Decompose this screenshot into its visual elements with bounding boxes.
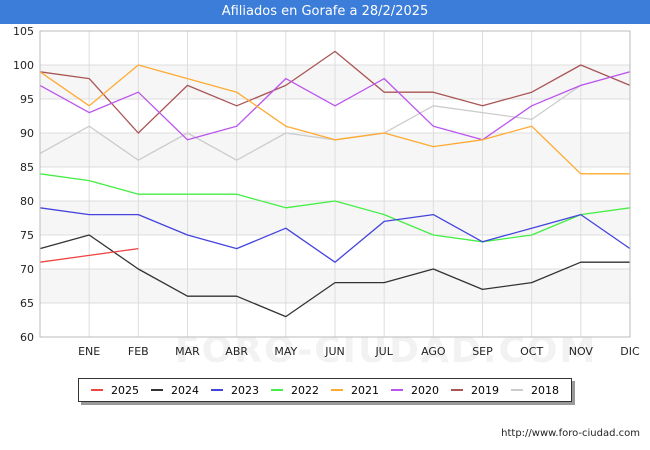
x-tick-label: AGO bbox=[421, 345, 446, 358]
legend-label: 2023 bbox=[231, 383, 259, 397]
x-tick-label: NOV bbox=[569, 345, 594, 358]
series-line-2019 bbox=[39, 50, 631, 134]
legend-label: 2025 bbox=[111, 383, 139, 397]
legend-swatch bbox=[391, 389, 403, 391]
legend-item-2024: 2024 bbox=[151, 384, 199, 397]
legend-label: 2018 bbox=[531, 383, 559, 397]
x-tick-label: JUN bbox=[324, 345, 345, 358]
legend-item-2018: 2018 bbox=[511, 384, 559, 397]
y-tick-label: 90 bbox=[20, 127, 34, 140]
x-tick-label: ENE bbox=[78, 345, 100, 358]
legend-swatch bbox=[331, 389, 343, 391]
chart-title: Afiliados en Gorafe a 28/2/2025 bbox=[0, 0, 650, 24]
legend-item-2023: 2023 bbox=[211, 384, 259, 397]
legend-item-2020: 2020 bbox=[391, 384, 439, 397]
x-tick-label: ABR bbox=[225, 345, 248, 358]
series-line-2023 bbox=[39, 207, 631, 263]
legend-swatch bbox=[511, 389, 523, 391]
y-tick-label: 70 bbox=[20, 263, 34, 276]
plot-frame bbox=[39, 30, 631, 338]
legend-label: 2019 bbox=[471, 383, 499, 397]
x-tick-label: MAY bbox=[274, 345, 297, 358]
chart-legend: 2025 2024 2023 2022 2021 2020 2019 2018 bbox=[78, 378, 572, 402]
legend-swatch bbox=[91, 389, 103, 391]
series-line-2025 bbox=[39, 247, 139, 263]
y-tick-label: 85 bbox=[20, 161, 34, 174]
legend-item-2025: 2025 bbox=[91, 384, 139, 397]
legend-item-2019: 2019 bbox=[451, 384, 499, 397]
legend-item-2021: 2021 bbox=[331, 384, 379, 397]
series-line-2020 bbox=[39, 71, 631, 141]
y-tick-label: 95 bbox=[20, 93, 34, 106]
series-line-2022 bbox=[39, 173, 631, 243]
y-tick-label: 65 bbox=[20, 297, 34, 310]
x-tick-label: SEP bbox=[472, 345, 493, 358]
legend-label: 2020 bbox=[411, 383, 439, 397]
x-tick-label: JUL bbox=[374, 345, 393, 358]
legend-swatch bbox=[211, 389, 223, 391]
legend-label: 2022 bbox=[291, 383, 319, 397]
legend-label: 2024 bbox=[171, 383, 199, 397]
y-tick-label: 75 bbox=[20, 229, 34, 242]
source-credit: http://www.foro-ciudad.com bbox=[501, 428, 640, 439]
y-tick-label: 80 bbox=[20, 195, 34, 208]
y-tick-label: 105 bbox=[13, 25, 34, 38]
legend-swatch bbox=[451, 389, 463, 391]
legend-swatch bbox=[271, 389, 283, 391]
y-tick-label: 100 bbox=[13, 59, 34, 72]
x-tick-label: FEB bbox=[128, 345, 149, 358]
legend-label: 2021 bbox=[351, 383, 379, 397]
series-line-2024 bbox=[39, 234, 630, 318]
x-tick-label: DIC bbox=[620, 345, 640, 358]
y-tick-label: 60 bbox=[20, 331, 34, 344]
x-tick-label: MAR bbox=[175, 345, 200, 358]
legend-swatch bbox=[151, 389, 163, 391]
legend-item-2022: 2022 bbox=[271, 384, 319, 397]
x-tick-label: OCT bbox=[520, 345, 543, 358]
series-line-2021 bbox=[39, 64, 630, 175]
